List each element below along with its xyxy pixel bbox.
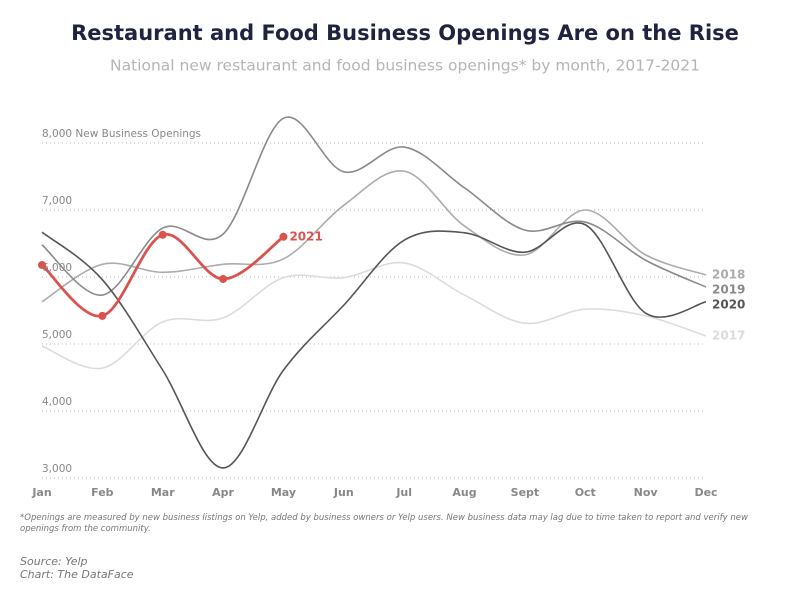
footnote: *Openings are measured by new business l… (20, 513, 748, 534)
y-tick-label: 4,000 (42, 396, 72, 408)
point (158, 230, 167, 239)
y-tick-label: 3,000 (42, 463, 72, 475)
point (219, 275, 228, 284)
footnote-box: *Openings are measured by new business l… (20, 513, 748, 534)
credit: Chart: The DataFace (20, 568, 134, 581)
x-tick-label: Jan (31, 486, 51, 499)
y-tick-label: 7,000 (42, 195, 72, 207)
series-line (41, 261, 707, 370)
series-label: 2018 (712, 267, 745, 281)
x-tick-label: Dec (694, 486, 717, 499)
series-label: 2017 (712, 328, 745, 342)
chart-title: Restaurant and Food Business Openings Ar… (71, 21, 739, 45)
x-tick-label: Nov (634, 486, 659, 499)
x-tick-label: Feb (91, 486, 114, 499)
point (279, 232, 288, 241)
chart-subtitle: National new restaurant and food busines… (110, 57, 700, 75)
x-tick-label: Sept (511, 486, 540, 499)
x-tick-label: Jul (395, 486, 412, 499)
x-tick-label: Aug (452, 486, 476, 499)
series-label: 2019 (712, 282, 745, 296)
point (98, 311, 107, 320)
x-tick-label: Jun (333, 486, 354, 499)
series-line (41, 170, 707, 303)
source: Source: Yelp (20, 555, 88, 568)
y-tick-label: 8,000 New Business Openings (42, 128, 201, 140)
y-tick-label: 5,000 (42, 329, 72, 341)
series-label: 2020 (712, 297, 745, 311)
x-tick-label: Oct (575, 486, 596, 499)
series-line (41, 222, 707, 469)
point (38, 260, 46, 269)
series-line (41, 116, 707, 296)
x-tick-label: May (271, 486, 296, 499)
x-tick-label: Mar (151, 486, 175, 499)
x-tick-label: Apr (212, 486, 234, 499)
series-label: 2021 (289, 229, 322, 243)
